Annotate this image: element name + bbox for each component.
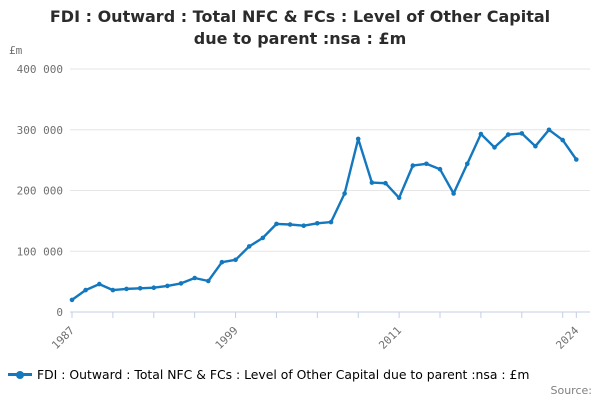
data-point-marker xyxy=(165,283,170,289)
x-axis-tick-label: 2024 xyxy=(554,324,582,350)
data-point-marker xyxy=(546,127,552,133)
data-point-marker xyxy=(533,143,538,149)
data-point-marker xyxy=(437,166,443,172)
data-point-marker xyxy=(110,287,116,293)
data-point-marker xyxy=(328,219,334,225)
data-point-marker xyxy=(137,286,143,291)
y-axis-unit-label: £m xyxy=(9,44,23,57)
data-point-marker xyxy=(246,244,252,249)
data-point-marker xyxy=(560,137,565,143)
legend-line-marker xyxy=(8,370,32,379)
legend-dot-icon xyxy=(16,370,24,379)
data-point-marker xyxy=(465,161,470,167)
data-point-marker xyxy=(369,180,375,185)
data-point-marker xyxy=(151,285,157,291)
source-label: Source: xyxy=(550,384,593,397)
data-point-marker xyxy=(492,145,497,150)
y-axis-tick-label: 0 xyxy=(56,306,63,319)
data-point-marker xyxy=(342,191,347,196)
data-point-marker xyxy=(410,163,416,168)
data-point-marker xyxy=(206,278,211,284)
y-axis-tick-label: 100 000 xyxy=(17,245,63,258)
data-point-marker xyxy=(315,221,320,226)
data-point-marker xyxy=(287,222,293,227)
data-point-marker xyxy=(178,281,184,286)
y-axis-tick-label: 300 000 xyxy=(17,124,63,137)
data-point-marker xyxy=(396,195,402,201)
data-point-marker xyxy=(233,257,238,263)
data-point-marker xyxy=(301,223,307,228)
data-point-marker xyxy=(260,235,266,241)
legend-item[interactable]: FDI : Outward : Total NFC & FCs : Level … xyxy=(0,367,600,382)
data-point-marker xyxy=(219,259,225,265)
legend-label: FDI : Outward : Total NFC & FCs : Level … xyxy=(37,367,530,382)
x-axis-tick-label: 1987 xyxy=(49,324,77,350)
x-axis-tick-label: 1999 xyxy=(213,324,241,350)
data-point-marker xyxy=(83,287,88,293)
data-point-marker xyxy=(274,221,279,227)
data-point-marker xyxy=(574,157,579,162)
data-point-marker xyxy=(451,191,456,196)
y-axis-tick-label: 200 000 xyxy=(17,185,63,198)
chart-title: FDI : Outward : Total NFC & FCs : Level … xyxy=(0,6,600,51)
data-point-marker xyxy=(124,286,129,292)
data-point-marker xyxy=(424,161,429,167)
data-point-marker xyxy=(478,131,484,137)
series-line xyxy=(70,128,578,302)
plot-area: 0 100 000 200 000 300 000 400 000 1987 1999 201… xyxy=(17,63,590,350)
data-point-marker xyxy=(519,131,525,136)
chart-title-line1: FDI : Outward : Total NFC & FCs : Level … xyxy=(49,7,551,26)
data-point-marker xyxy=(192,275,197,281)
y-axis-tick-label: 400 000 xyxy=(17,63,63,76)
data-point-marker xyxy=(69,297,75,303)
x-axis-tick-label: 2011 xyxy=(376,324,404,350)
data-point-marker xyxy=(383,180,388,186)
data-point-marker xyxy=(355,136,361,142)
data-point-marker xyxy=(505,132,511,137)
data-point-marker xyxy=(97,281,102,287)
chart-title-line2: due to parent :nsa : £m xyxy=(193,29,407,49)
